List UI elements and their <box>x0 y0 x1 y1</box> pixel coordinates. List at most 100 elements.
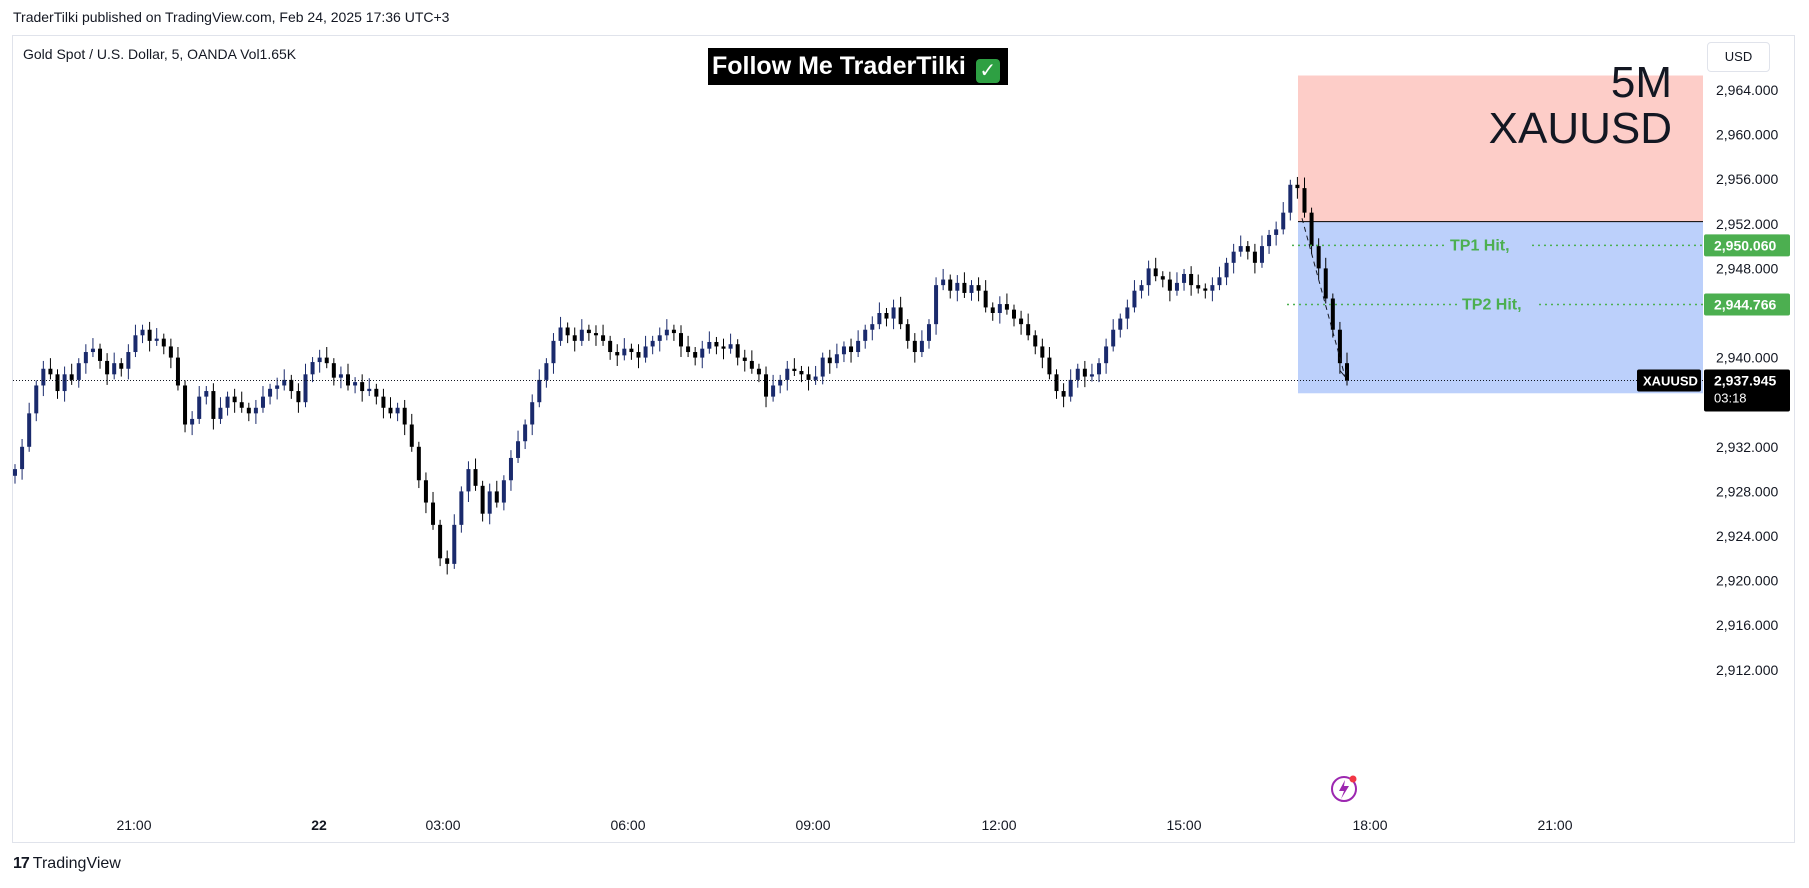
tp-label: TP2 Hit, <box>1462 296 1522 313</box>
chart-frame[interactable] <box>12 35 1795 843</box>
candle-body <box>898 307 903 325</box>
watermark-timeframe: 5M <box>1610 58 1672 107</box>
candle-body <box>438 524 443 559</box>
countdown-label: 03:18 <box>1714 391 1747 406</box>
candle-body <box>239 402 244 408</box>
symbol-legend[interactable]: Gold Spot / U.S. Dollar, 5, OANDA Vol1.6… <box>23 46 297 62</box>
candle-body <box>452 524 457 564</box>
candle-body <box>98 348 103 361</box>
candle-body <box>955 282 960 291</box>
candle-body <box>586 329 591 334</box>
candle-body <box>1281 212 1286 230</box>
candle-body <box>367 388 372 392</box>
candle-body <box>650 340 655 347</box>
candle-body <box>1118 318 1123 330</box>
candle-body <box>1274 229 1279 235</box>
candle-body <box>126 352 131 369</box>
time-tick: 22 <box>311 817 327 833</box>
candle-body <box>225 396 230 408</box>
candle-body <box>1189 273 1194 286</box>
candle-body <box>204 391 209 397</box>
candle-body <box>317 357 322 363</box>
candle-body <box>664 329 669 336</box>
candle-body <box>622 348 627 356</box>
candle-body <box>105 360 110 375</box>
candle-body <box>501 480 506 503</box>
candle-body <box>310 362 315 375</box>
candle-body <box>1259 246 1264 263</box>
candle-body <box>714 341 719 347</box>
price-tick: 2,924.000 <box>1716 528 1778 544</box>
candle-body <box>1295 184 1300 189</box>
candle-body <box>1026 324 1031 336</box>
candle-body <box>742 357 747 361</box>
time-tick: 18:00 <box>1352 817 1387 833</box>
candle-body <box>374 388 379 397</box>
candle-body <box>1174 282 1179 291</box>
footer-brand[interactable]: 17 TradingView <box>13 855 121 873</box>
currency-button[interactable]: USD <box>1707 42 1770 72</box>
candle-body <box>508 457 513 481</box>
candle-body <box>1104 346 1109 364</box>
candle-body <box>76 363 81 380</box>
candle-body <box>1040 346 1045 358</box>
price-tick: 2,952.000 <box>1716 216 1778 232</box>
candle-body <box>331 363 336 378</box>
candle-body <box>154 338 159 341</box>
time-tick: 03:00 <box>425 817 460 833</box>
candle-body <box>778 379 783 386</box>
candle-body <box>1097 363 1102 375</box>
price-tick: 2,960.000 <box>1716 127 1778 143</box>
candle-body <box>1082 368 1087 377</box>
stop-loss-zone <box>1298 75 1703 222</box>
candle-body <box>601 335 606 341</box>
watermark-symbol: XAUUSD <box>1488 104 1672 153</box>
candle-body <box>1047 357 1052 375</box>
candle-body <box>1089 374 1094 377</box>
candle-body <box>721 346 726 349</box>
time-tick: 21:00 <box>1537 817 1572 833</box>
tp-text-bg <box>1446 235 1528 256</box>
candle-body <box>197 396 202 419</box>
candle-body <box>806 374 811 380</box>
candle-body <box>544 363 549 380</box>
tradingview-logo-icon: 17 <box>13 855 30 872</box>
candle-body <box>728 344 733 349</box>
candle-body <box>756 368 761 375</box>
candle-body <box>657 335 662 341</box>
candle-body <box>402 407 407 425</box>
candle-body <box>1238 246 1243 252</box>
candle-body <box>877 313 882 325</box>
time-tick: 21:00 <box>116 817 151 833</box>
candle-body <box>48 368 53 375</box>
candle-body <box>416 446 421 481</box>
candle-body <box>20 446 25 470</box>
candle-body <box>1302 188 1307 213</box>
time-tick: 12:00 <box>981 817 1016 833</box>
candle-body <box>523 424 528 442</box>
candle-body <box>1309 212 1314 247</box>
candle-body <box>459 491 464 525</box>
candle-body <box>1196 285 1201 289</box>
candle-body <box>409 424 414 447</box>
price-tick: 2,920.000 <box>1716 573 1778 589</box>
candle-body <box>346 374 350 386</box>
candle-body <box>764 374 769 397</box>
candle-body <box>679 333 683 347</box>
candle-body <box>1224 262 1229 278</box>
notification-dot-icon <box>1349 775 1357 783</box>
candle-body <box>700 348 705 358</box>
candle-body <box>218 407 223 419</box>
candle-body <box>863 329 868 341</box>
candle-body <box>480 485 485 514</box>
candle-body <box>934 285 939 325</box>
candle-body <box>161 338 166 347</box>
candle-body <box>431 502 436 525</box>
candle-body <box>381 396 386 408</box>
candle-body <box>841 346 846 355</box>
candle-body <box>1111 329 1116 347</box>
projection-line <box>1301 218 1346 377</box>
candle-body <box>487 491 492 514</box>
candle-body <box>1139 285 1144 291</box>
